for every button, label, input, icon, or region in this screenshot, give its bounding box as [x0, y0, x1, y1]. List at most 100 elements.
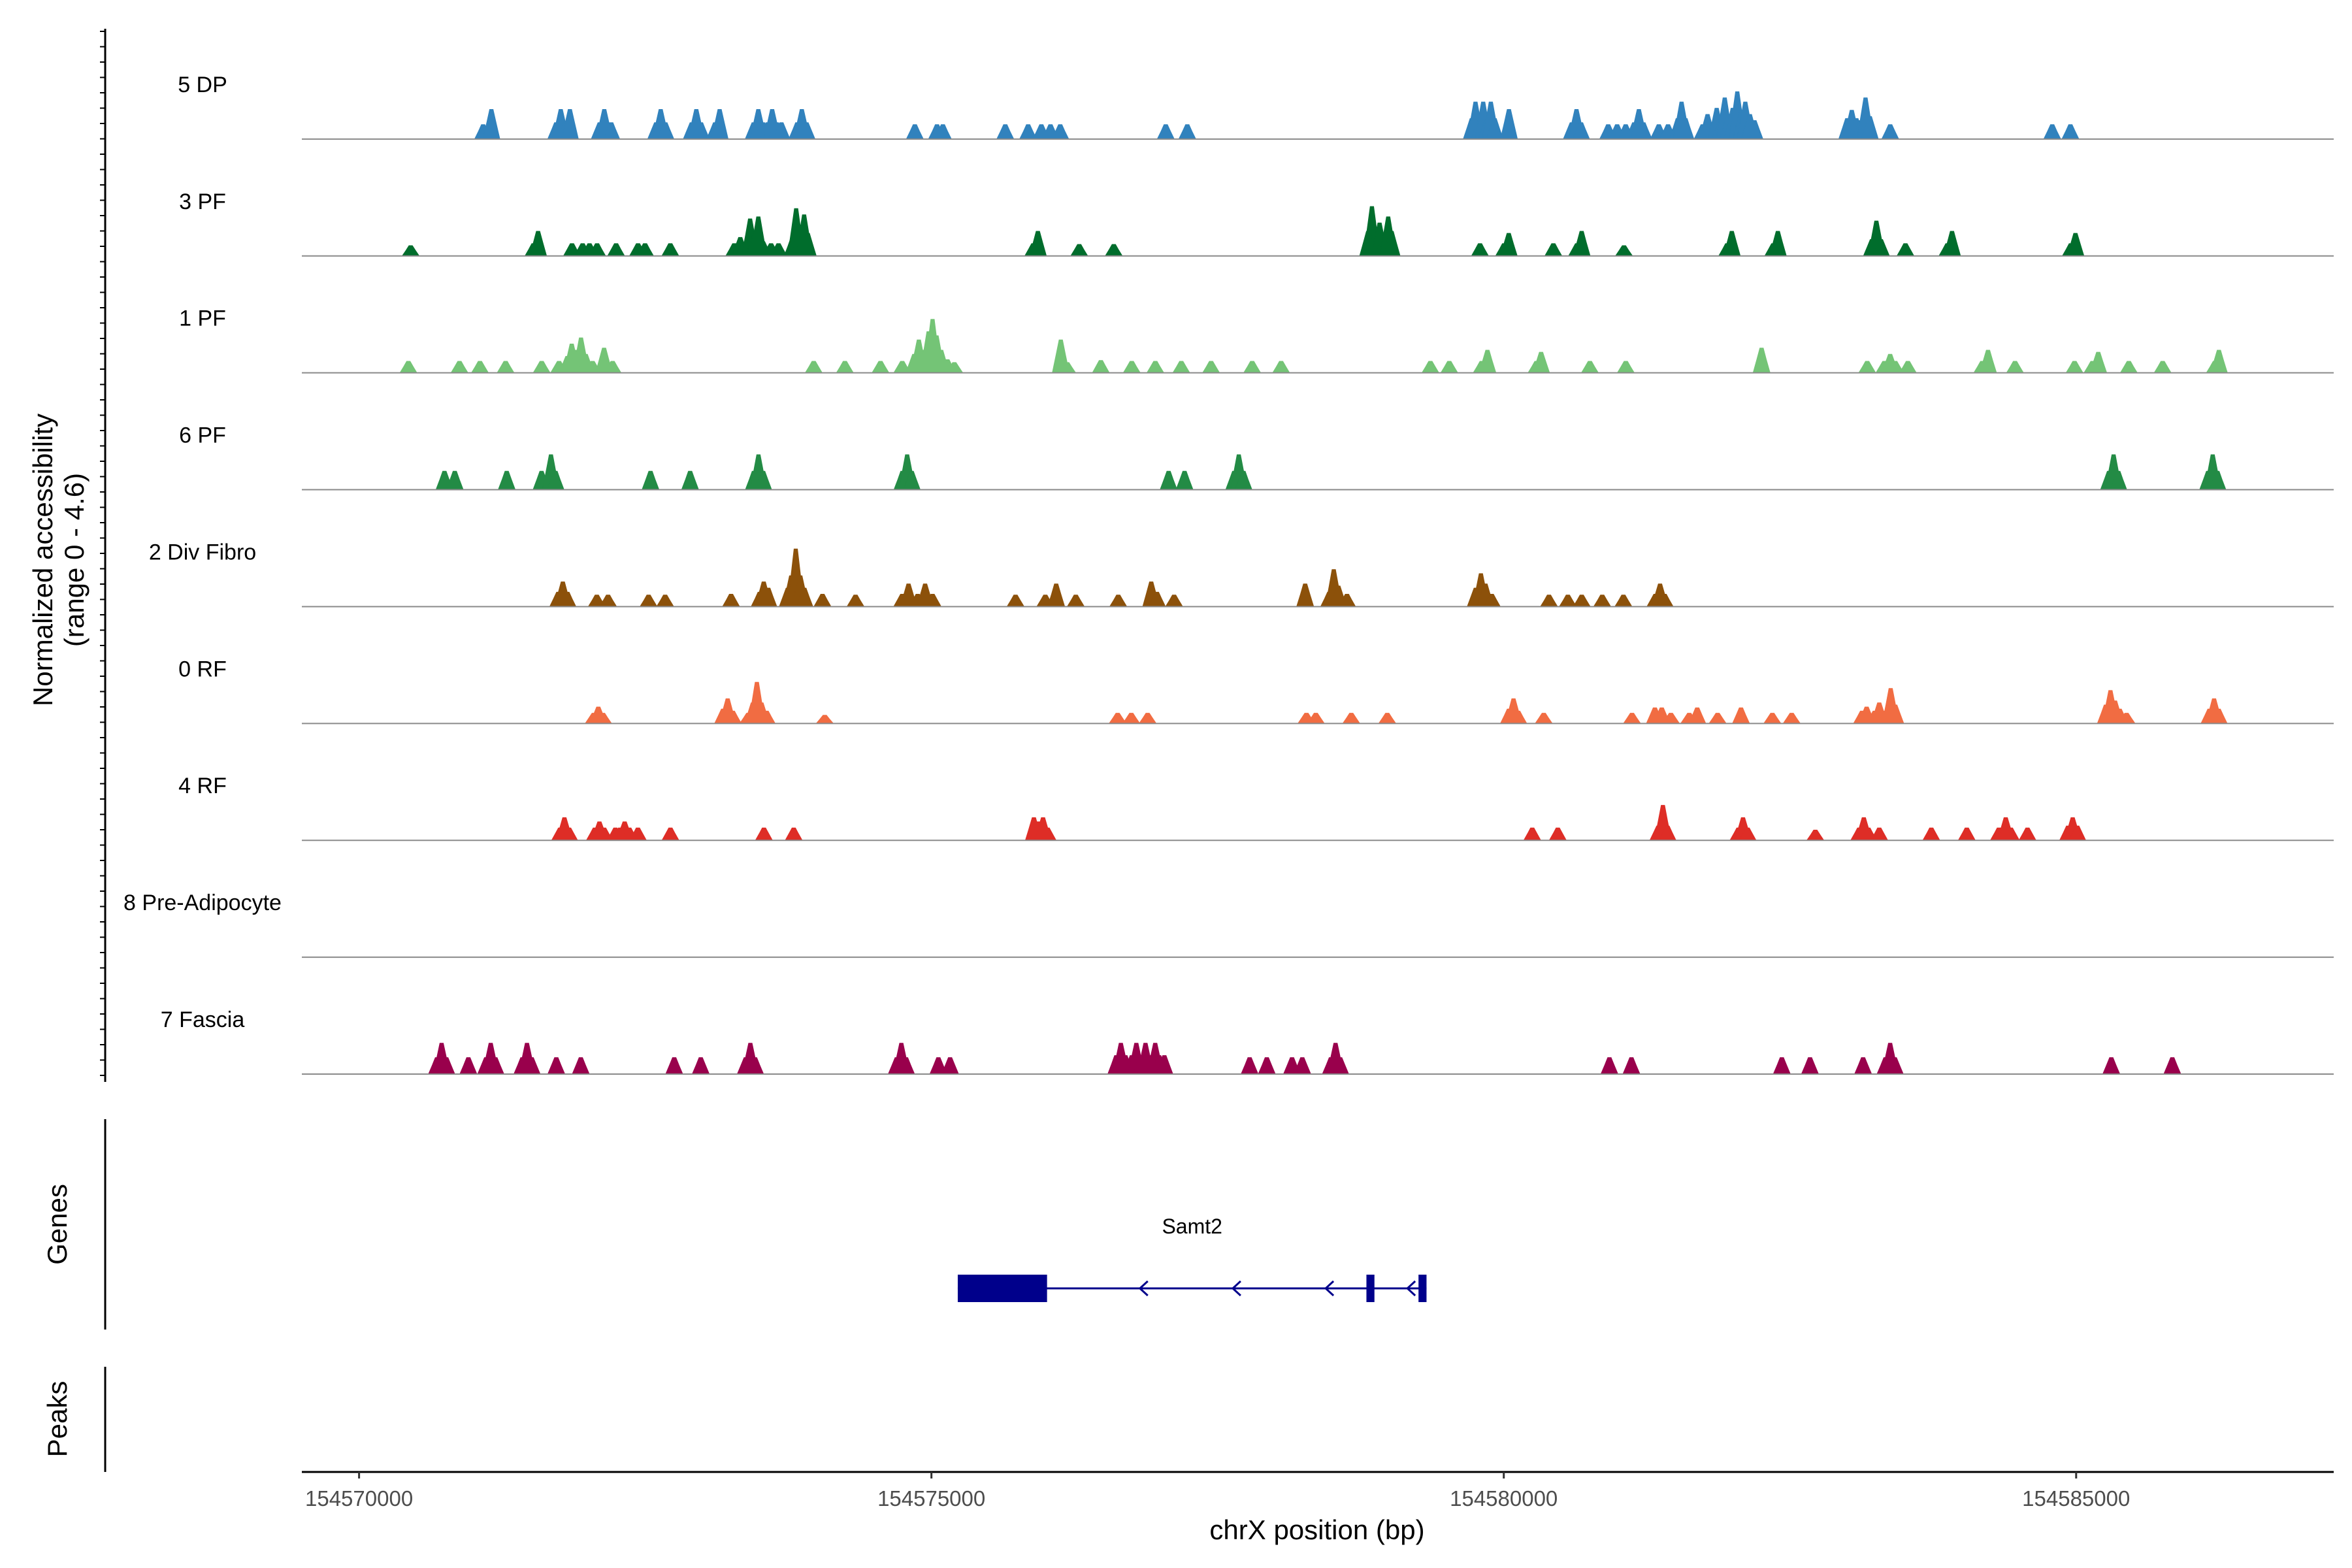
coverage-peak	[641, 470, 660, 491]
accessibility-axis-ticks	[100, 31, 105, 1076]
coverage-peak	[1070, 244, 1088, 257]
coverage-peak	[1440, 361, 1459, 374]
coverage-peak	[1159, 470, 1178, 491]
coverage-peak	[1499, 109, 1518, 140]
coverage-peak	[1782, 713, 1801, 724]
gene-exon	[957, 1275, 1047, 1302]
coverage-peak	[1600, 1057, 1619, 1075]
coverage-peak	[996, 124, 1015, 140]
coverage-peak	[2153, 361, 2172, 374]
track-4-rf: 4 RF	[178, 774, 2334, 841]
coverage-peak	[836, 361, 855, 374]
coverage-peak	[1122, 361, 1141, 374]
coverage-peak	[661, 827, 680, 841]
coverage-peak	[906, 124, 924, 140]
coverage-peak	[1066, 595, 1085, 607]
coverage-peak	[1138, 713, 1157, 724]
coverage-peak	[547, 1057, 566, 1075]
coverage-peak	[1165, 595, 1183, 607]
coverage-peak	[1801, 1057, 1820, 1075]
coverage-peak	[1006, 595, 1025, 607]
track-label: 2 Div Fibro	[149, 540, 256, 564]
track-5-dp: 5 DP	[178, 73, 2334, 140]
genes-panel-title: Genes	[42, 1184, 73, 1265]
track-8-pre-adipocyte: 8 Pre-Adipocyte	[123, 890, 2334, 958]
coverage-peak	[1614, 595, 1633, 607]
gene-exon	[1366, 1275, 1375, 1302]
strand-arrow	[1138, 1280, 1149, 1297]
coverage-peak	[1122, 713, 1141, 724]
x-tick-label: 154575000	[877, 1486, 985, 1511]
coverage-peak	[2061, 124, 2080, 140]
coverage-peak	[607, 243, 625, 257]
strand-arrow	[1324, 1280, 1335, 1297]
coverage-peak	[2065, 361, 2084, 374]
coverage-peak	[497, 361, 515, 374]
coverage-peak	[572, 1057, 590, 1075]
coverage-peak	[1544, 243, 1563, 257]
coverage-peak	[1881, 124, 1899, 140]
coverage-peak	[1922, 827, 1940, 841]
gene-exon	[1418, 1275, 1427, 1302]
y-axis-title-line1: Normalized accessibility	[27, 414, 58, 706]
coverage-peak	[691, 1057, 710, 1075]
coverage-peak	[1201, 361, 1220, 374]
coverage-peak	[459, 1057, 478, 1075]
coverage-peak	[1558, 595, 1577, 607]
coverage-peak	[1580, 361, 1599, 374]
coverage-peak	[1854, 1057, 1872, 1075]
coverage-peak	[1622, 1057, 1641, 1075]
strand-arrow	[1405, 1280, 1416, 1297]
coverage-peak	[1240, 1057, 1259, 1075]
track-label: 0 RF	[178, 657, 227, 681]
coverage-peak	[1899, 361, 1918, 374]
coverage-peak	[665, 1057, 683, 1075]
y-axis-title-line2: (range 0 - 4.6)	[59, 473, 90, 647]
coverage-peak	[470, 361, 489, 374]
coverage-peak	[1623, 713, 1641, 724]
coverage-peak	[1092, 360, 1110, 374]
x-axis-ticks: 154570000 154575000 154580000 154585000	[305, 1472, 2130, 1511]
coverage-peak	[1957, 827, 1976, 841]
coverage-peak	[1708, 713, 1727, 724]
coverage-peak	[785, 827, 803, 841]
coverage-peak	[450, 361, 469, 374]
coverage-peak	[1523, 827, 1542, 841]
track-7-fascia: 7 Fascia	[161, 1007, 2334, 1075]
coverage-peak	[1752, 348, 1771, 374]
peaks-panel-title: Peaks	[42, 1381, 73, 1458]
x-tick-label: 154570000	[305, 1486, 413, 1511]
coverage-peak	[639, 595, 658, 607]
coverage-peak	[2006, 361, 2025, 374]
gene-annotation: Samt2	[957, 1215, 1427, 1302]
coverage-peak	[1243, 361, 1262, 374]
coverage-peak	[1548, 827, 1567, 841]
track-label: 7 Fascia	[161, 1007, 245, 1032]
coverage-peak	[1858, 361, 1876, 374]
track-label: 3 PF	[179, 189, 226, 214]
track-label: 8 Pre-Adipocyte	[123, 890, 282, 915]
track-3-pf: 3 PF	[179, 189, 2334, 257]
track-1-pf: 1 PF	[179, 306, 2334, 374]
coverage-peak	[1772, 1057, 1791, 1075]
coverage-peak	[497, 470, 516, 491]
coverage-peak	[1258, 1057, 1276, 1075]
coverage-peak	[2102, 1057, 2121, 1075]
track-label: 5 DP	[178, 73, 227, 97]
coverage-peak	[399, 361, 417, 374]
coverage-peak	[2018, 827, 2037, 841]
track-0-rf: 0 RF	[178, 657, 2334, 725]
coverage-peak	[1178, 124, 1197, 140]
coverage-peak	[1614, 245, 1633, 257]
track-label: 4 RF	[178, 774, 227, 798]
coverage-peak	[1146, 361, 1165, 374]
coverage-peak	[1471, 243, 1490, 257]
coverage-peak	[804, 361, 823, 374]
coverage-peak	[401, 245, 420, 257]
coverage-peak	[1534, 713, 1553, 724]
coverage-peak	[1296, 583, 1315, 607]
coverage-peak	[1732, 707, 1750, 724]
x-tick-label: 154585000	[2022, 1486, 2130, 1511]
coverage-peak	[681, 470, 700, 491]
